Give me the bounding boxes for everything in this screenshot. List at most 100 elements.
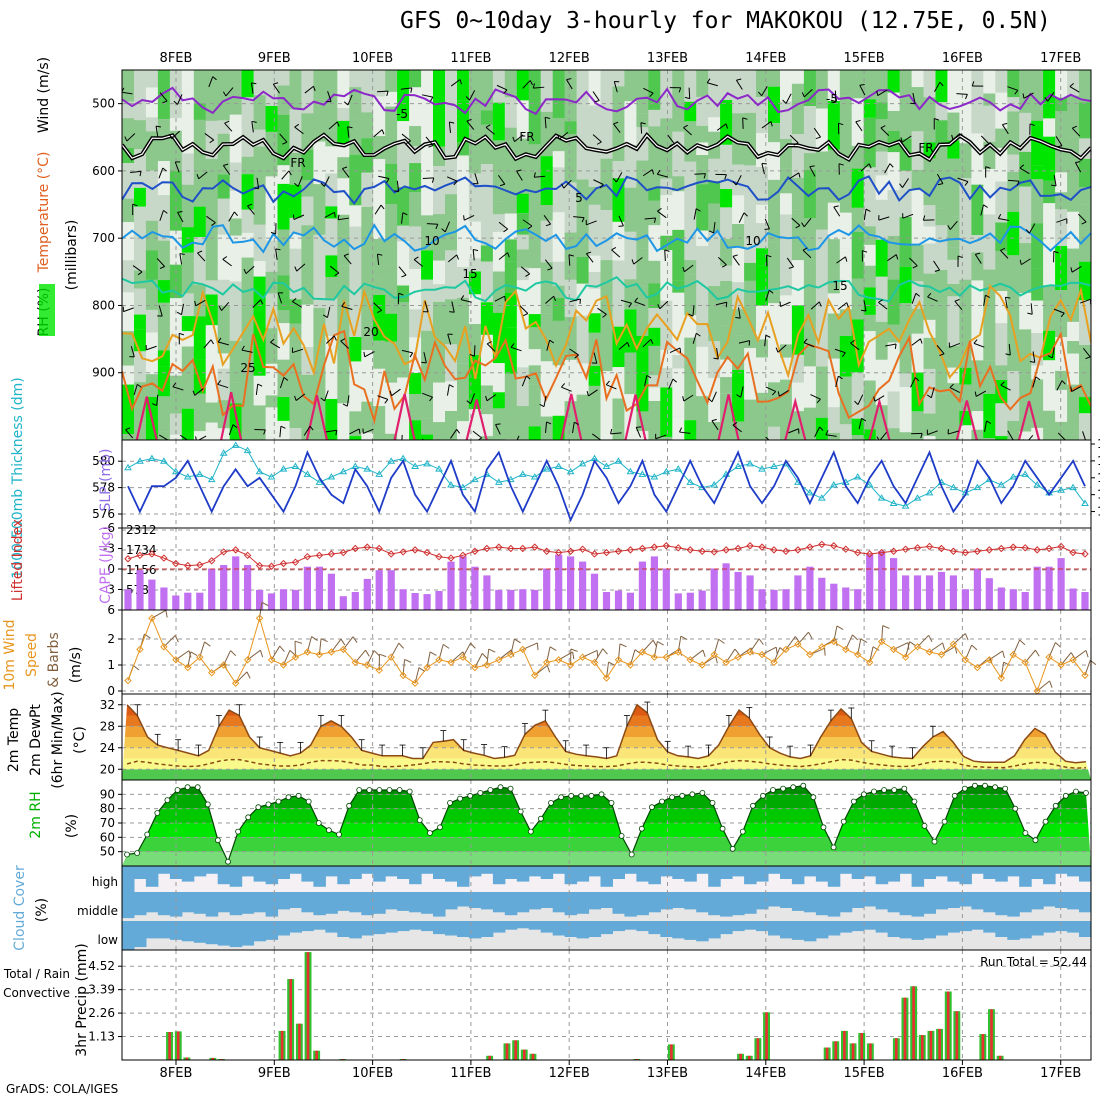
run-total-label: Run Total = 52.44 <box>980 955 1087 969</box>
cloud-middle-bar <box>851 892 865 908</box>
rh-cell <box>397 241 411 286</box>
rh-cell <box>959 425 973 440</box>
wind-barb-flag <box>818 301 822 307</box>
wind-barb <box>973 342 985 348</box>
wind-barb <box>174 161 180 173</box>
precip-convective-bar <box>834 1041 838 1060</box>
wind-barb-flag <box>404 659 412 663</box>
cape-bar <box>1033 566 1041 610</box>
rh-cell <box>1055 159 1069 173</box>
rh-cell <box>265 328 279 364</box>
wind10-point <box>961 656 970 664</box>
wind10-barb <box>342 636 354 650</box>
rh-cell <box>911 210 925 245</box>
lifted-index-point <box>973 547 982 555</box>
cape-bar <box>806 566 814 610</box>
y-tick-label: 2.26 <box>88 1006 115 1020</box>
rh-cell <box>468 324 482 355</box>
wind-barb-flag <box>137 271 143 276</box>
wind-barb-flag <box>481 653 488 659</box>
wind-barb <box>546 340 551 351</box>
rh-cell <box>301 113 315 150</box>
wind-barb-flag <box>876 90 879 96</box>
rh-cell <box>373 239 387 255</box>
rh-cell <box>815 151 829 171</box>
thickness-point <box>853 473 862 480</box>
ylabel-slp: SLP (mb) <box>98 448 114 511</box>
wind-barb-flag <box>343 101 349 106</box>
rh-cell <box>337 144 351 158</box>
ylabel-cape: CAPE (J/kg) <box>98 526 114 604</box>
wind-barb <box>251 121 254 133</box>
rh-cell <box>684 101 698 122</box>
wind-barb-flag <box>155 125 162 128</box>
wind-barb-flag <box>928 635 933 642</box>
y-tick-label: 0 <box>107 684 115 698</box>
rh2m-point <box>760 792 766 799</box>
cape-bar <box>686 592 694 610</box>
wind10-point <box>255 614 264 622</box>
wind-barb <box>592 91 600 101</box>
rh-cell <box>576 283 590 316</box>
wind-barb <box>936 173 944 184</box>
rh-cell <box>1031 179 1045 224</box>
rh-cell <box>791 70 805 84</box>
wind-barb <box>426 223 438 225</box>
precip-convective-bar <box>851 1043 855 1060</box>
rh-cell <box>181 293 195 317</box>
rh-cell <box>935 393 949 436</box>
cloud-middle-bar <box>157 892 171 916</box>
rh-cell <box>1019 151 1033 187</box>
rh-cell <box>433 70 446 108</box>
isotherm-label: 10 <box>745 234 760 248</box>
rh-cell <box>337 108 351 121</box>
wind10-point <box>734 653 742 661</box>
cape-bar <box>674 593 682 610</box>
wind-barb <box>878 216 890 221</box>
wind-barb <box>885 343 897 347</box>
thickness-point <box>650 473 659 480</box>
wind-barb-flag <box>449 384 454 388</box>
isotherm-label: 20 <box>363 325 378 339</box>
wind-barb-flag <box>872 646 880 651</box>
wind-barb-flag <box>507 252 510 258</box>
lifted-index-point <box>997 544 1005 553</box>
rh-cell <box>516 249 530 268</box>
wind-barb-flag <box>1029 123 1035 126</box>
wind-barb <box>376 254 380 266</box>
rh2m-point <box>548 800 554 806</box>
wind-barb <box>516 435 520 440</box>
wind-barb <box>424 301 429 312</box>
wind-barb-flag <box>525 273 530 277</box>
thickness-point <box>1021 470 1030 477</box>
rh-cell <box>875 70 889 103</box>
rh-cell <box>708 203 722 233</box>
rh-cell <box>1043 410 1057 440</box>
rh2m-point <box>1062 792 1069 799</box>
wind-barb-flag <box>736 78 742 81</box>
rh-cell <box>935 120 949 146</box>
wind-barb <box>328 121 338 130</box>
rh-cell <box>325 206 339 219</box>
wind-barb <box>324 211 335 218</box>
y-tick-label: 1014 <box>1097 437 1100 451</box>
cloud-high-bar <box>588 866 602 877</box>
wind-barb <box>692 333 697 344</box>
cloud-high-bar <box>349 866 362 879</box>
wind-barb <box>859 84 866 96</box>
cloud-low-bar <box>672 921 685 939</box>
wind-barb-flag <box>1002 650 1005 659</box>
cloud-middle-bar <box>468 892 482 908</box>
thickness-point <box>518 470 527 477</box>
wind-barb <box>644 375 648 387</box>
wind-barb-flag <box>646 375 652 379</box>
isotherm-label: 5 <box>575 191 583 205</box>
rh-cell <box>445 113 458 149</box>
wind10-point <box>877 637 886 646</box>
rh-cell <box>504 70 518 98</box>
wind-barb-flag <box>1085 650 1089 658</box>
cloud-high-bar <box>409 866 422 885</box>
rh-cell <box>696 297 710 347</box>
rh-cell <box>648 187 662 201</box>
rh-cell <box>791 260 805 306</box>
